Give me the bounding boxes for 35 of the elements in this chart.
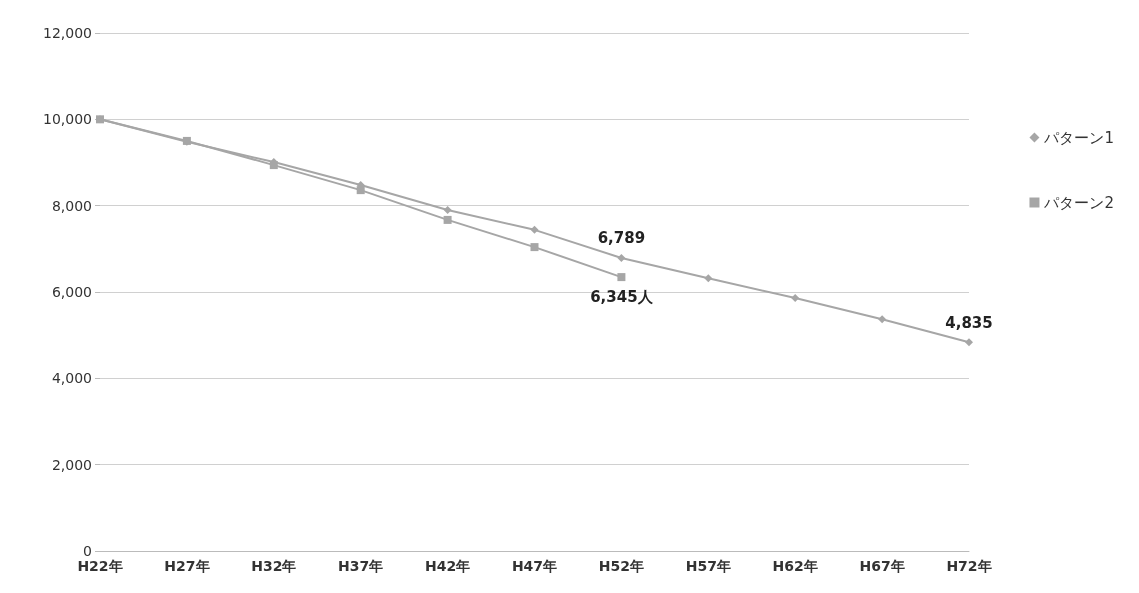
x-tick-label: H37年 — [338, 558, 384, 574]
point — [530, 225, 539, 234]
legend-label: パターン1 — [1043, 128, 1114, 147]
point — [530, 243, 539, 252]
data-label: 6,345人 — [590, 287, 654, 306]
y-tick-label: 8,000 — [51, 197, 92, 214]
y-tick-label: 4,000 — [51, 370, 92, 387]
x-tick-label: H42年 — [425, 558, 471, 574]
point — [791, 294, 800, 303]
point — [965, 338, 973, 347]
x-tick-label: H57年 — [685, 558, 731, 574]
y-tick-label: 2,000 — [51, 456, 92, 473]
y-tick-label: 6,000 — [51, 284, 92, 300]
x-tick-label: H67年 — [859, 558, 905, 574]
point — [443, 205, 452, 214]
y-tick-label: 12,000 — [43, 25, 92, 41]
point — [704, 274, 713, 283]
x-tick-label: H62年 — [772, 558, 818, 574]
x-tick-label: H47年 — [511, 558, 558, 574]
point — [356, 186, 365, 195]
x-tick-label: H52年 — [598, 558, 644, 574]
data-label: 6,789 — [597, 229, 646, 248]
data-label: 4,835 — [945, 313, 993, 332]
x-tick-label: H32年 — [251, 558, 297, 574]
point — [96, 115, 104, 124]
legend-label: パターン2 — [1043, 193, 1114, 212]
point — [617, 273, 626, 282]
point — [878, 315, 887, 324]
x-tick-label: H22年 — [77, 558, 123, 574]
x-tick-label: H27年 — [164, 558, 210, 574]
x-tick-label: H72年 — [946, 558, 992, 574]
point — [443, 215, 452, 224]
point — [617, 253, 626, 262]
y-tick-label: 0 — [83, 543, 92, 559]
y-tick-label: 10,000 — [43, 111, 92, 128]
